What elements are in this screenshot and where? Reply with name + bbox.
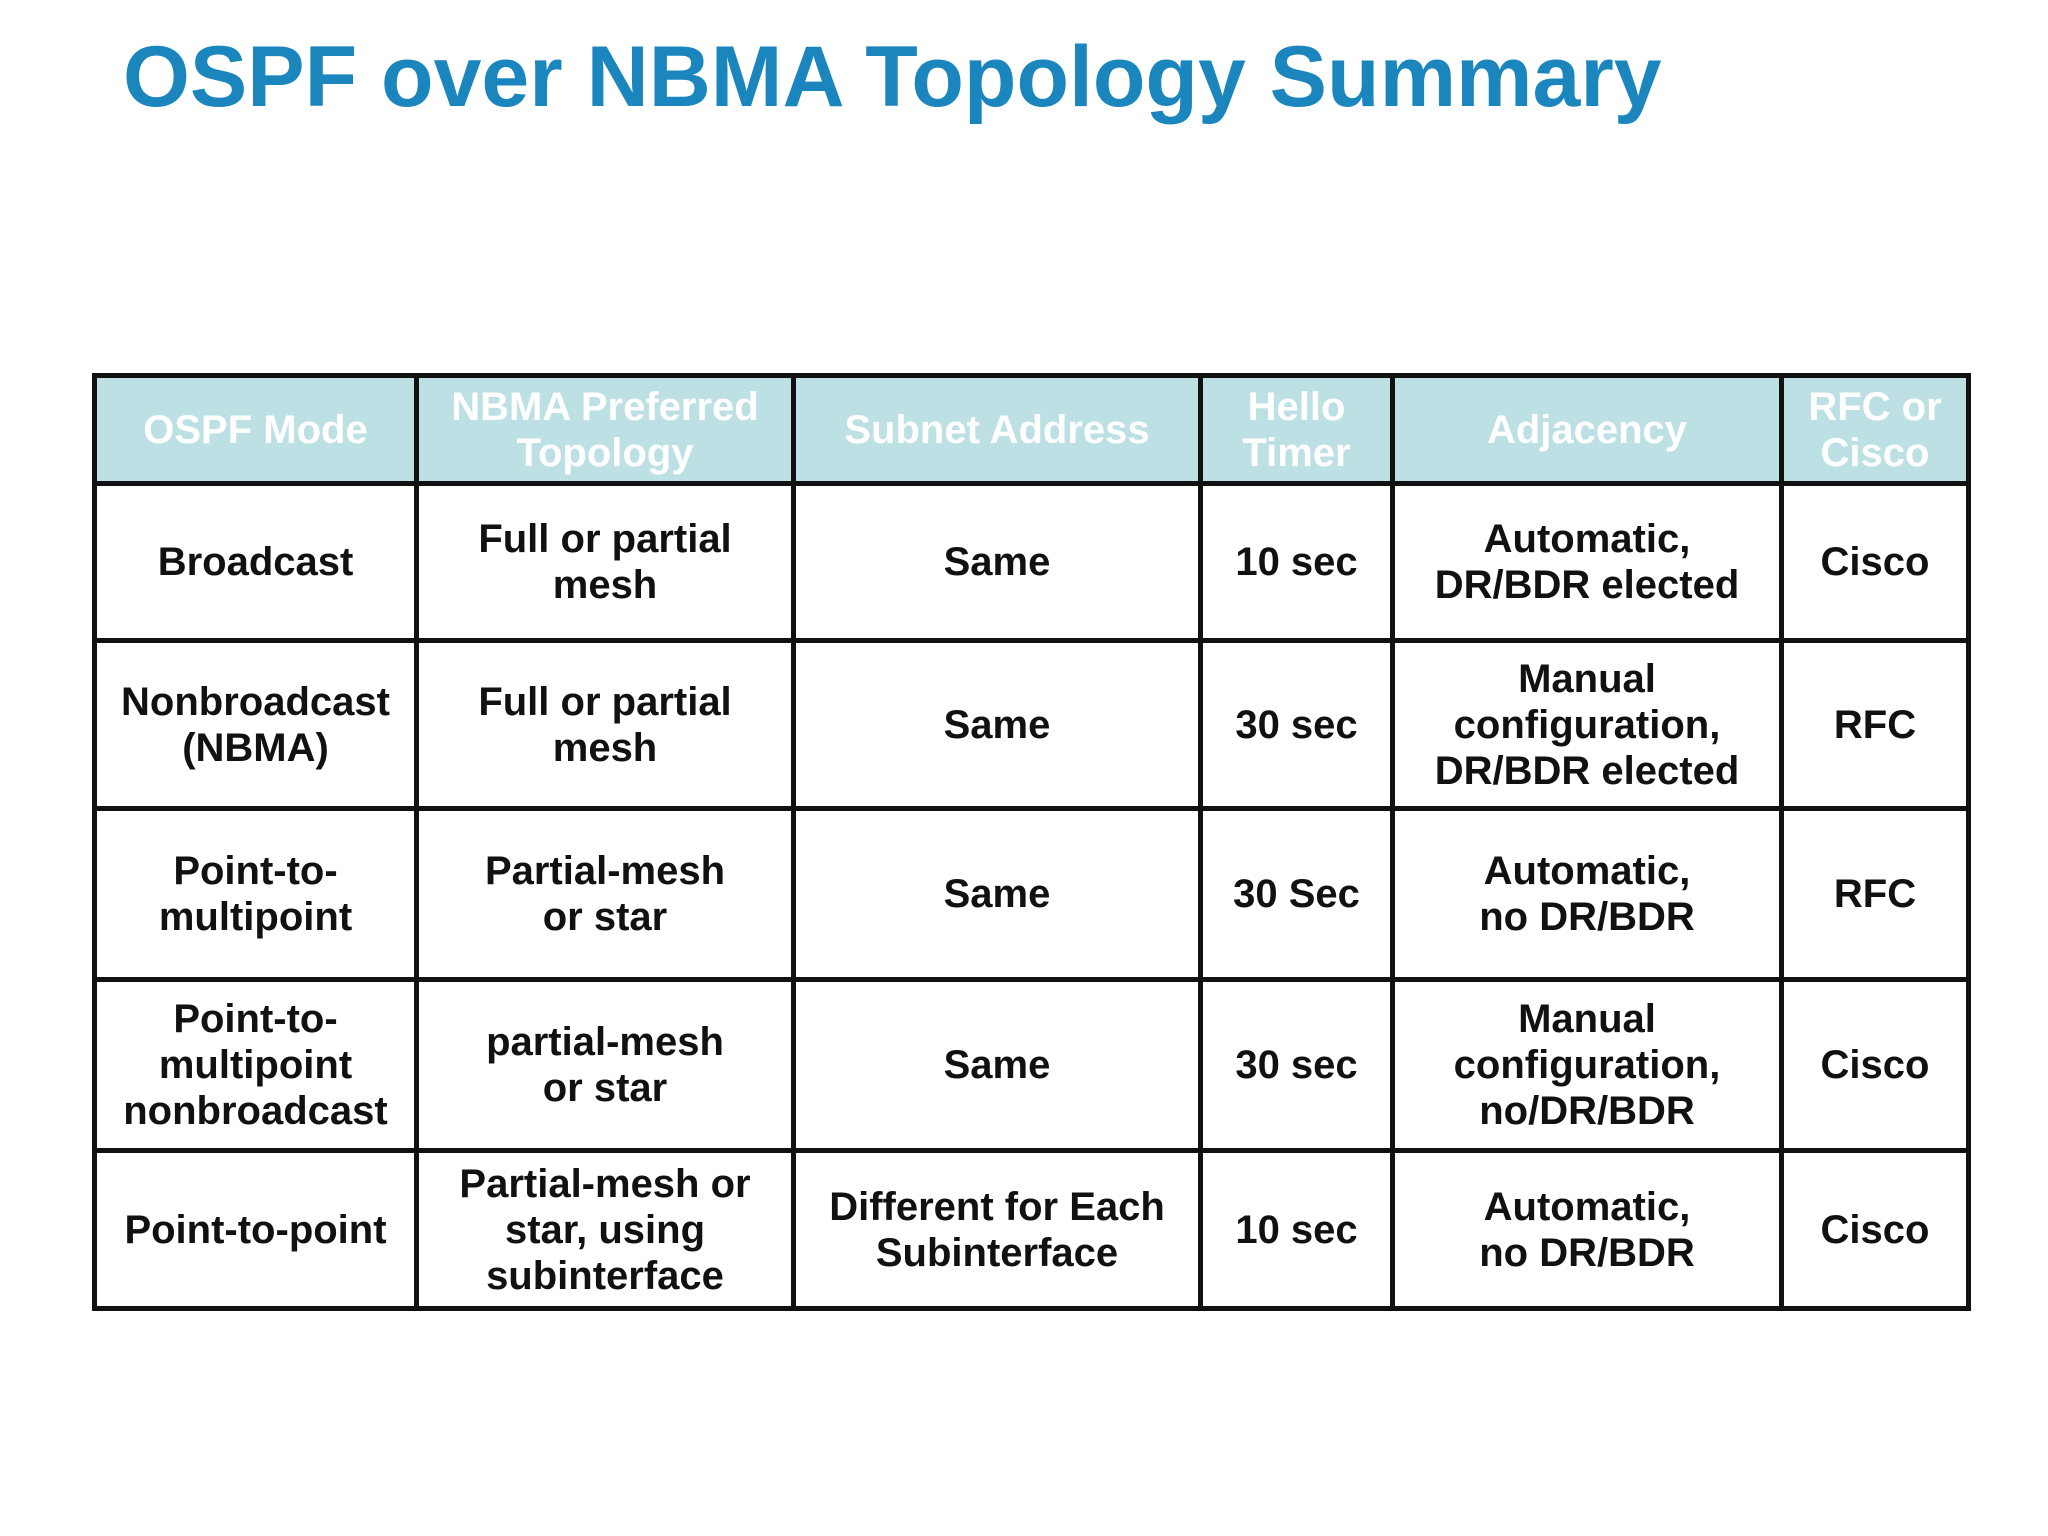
cell-ospf-mode: Point-to-point (92, 1148, 419, 1311)
cell-hello-timer: 10 sec (1198, 481, 1395, 643)
table-row-broadcast: Broadcast Full or partial mesh Same 10 s… (92, 481, 1971, 643)
cell-adjacency: Automatic, no DR/BDR (1390, 806, 1784, 982)
cell-rfc-or-cisco: Cisco (1779, 1148, 1971, 1311)
header-hello-timer: Hello Timer (1198, 373, 1395, 486)
header-rfc-or-cisco: RFC or Cisco (1779, 373, 1971, 486)
table-row-nonbroadcast: Nonbroadcast (NBMA) Full or partial mesh… (92, 638, 1971, 811)
cell-rfc-or-cisco: Cisco (1779, 977, 1971, 1153)
table-header-row: OSPF Mode NBMA Preferred Topology Subnet… (92, 373, 1971, 486)
cell-subnet-address: Same (791, 481, 1203, 643)
cell-topology: partial-mesh or star (414, 977, 796, 1153)
cell-ospf-mode: Broadcast (92, 481, 419, 643)
header-nbma-preferred-topology: NBMA Preferred Topology (414, 373, 796, 486)
cell-rfc-or-cisco: RFC (1779, 638, 1971, 811)
header-subnet-address: Subnet Address (791, 373, 1203, 486)
cell-ospf-mode: Point-to- multipoint nonbroadcast (92, 977, 419, 1153)
cell-adjacency: Manual configuration, DR/BDR elected (1390, 638, 1784, 811)
header-adjacency: Adjacency (1390, 373, 1784, 486)
cell-subnet-address: Different for Each Subinterface (791, 1148, 1203, 1311)
cell-rfc-or-cisco: Cisco (1779, 481, 1971, 643)
table-row-point-to-point: Point-to-point Partial-mesh or star, usi… (92, 1148, 1971, 1311)
table-row-point-to-multipoint: Point-to- multipoint Partial-mesh or sta… (92, 806, 1971, 982)
cell-hello-timer: 30 sec (1198, 638, 1395, 811)
cell-ospf-mode: Point-to- multipoint (92, 806, 419, 982)
cell-topology: Full or partial mesh (414, 638, 796, 811)
cell-adjacency: Automatic, DR/BDR elected (1390, 481, 1784, 643)
cell-subnet-address: Same (791, 977, 1203, 1153)
ospf-nbma-summary-table: OSPF Mode NBMA Preferred Topology Subnet… (92, 373, 1971, 1311)
cell-rfc-or-cisco: RFC (1779, 806, 1971, 982)
page-title: OSPF over NBMA Topology Summary (123, 29, 1662, 125)
cell-hello-timer: 10 sec (1198, 1148, 1395, 1311)
header-ospf-mode: OSPF Mode (92, 373, 419, 486)
table-row-point-to-multipoint-nonbroadcast: Point-to- multipoint nonbroadcast partia… (92, 977, 1971, 1153)
cell-hello-timer: 30 Sec (1198, 806, 1395, 982)
cell-topology: Partial-mesh or star (414, 806, 796, 982)
cell-adjacency: Manual configuration, no/DR/BDR (1390, 977, 1784, 1153)
cell-topology: Partial-mesh or star, using subinterface (414, 1148, 796, 1311)
cell-subnet-address: Same (791, 638, 1203, 811)
cell-topology: Full or partial mesh (414, 481, 796, 643)
cell-hello-timer: 30 sec (1198, 977, 1395, 1153)
cell-ospf-mode: Nonbroadcast (NBMA) (92, 638, 419, 811)
cell-adjacency: Automatic, no DR/BDR (1390, 1148, 1784, 1311)
cell-subnet-address: Same (791, 806, 1203, 982)
